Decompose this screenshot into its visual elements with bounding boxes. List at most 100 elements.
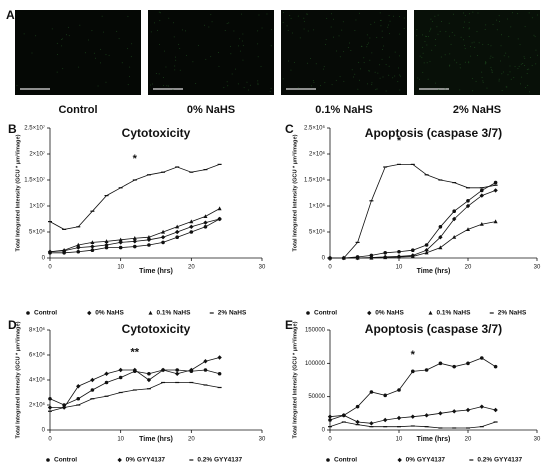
point [175, 229, 180, 235]
speckle [179, 48, 181, 50]
speckle [430, 27, 432, 29]
speckle [528, 12, 530, 14]
speckle [129, 66, 131, 68]
speckle [394, 75, 396, 77]
speckle [498, 21, 500, 23]
point [438, 411, 443, 416]
speckle [289, 15, 291, 17]
point [383, 426, 388, 428]
speckle [313, 29, 315, 31]
speckle [88, 39, 90, 41]
point [479, 187, 484, 189]
legend-marker [326, 458, 330, 462]
speckle [105, 81, 107, 83]
x-tick-label: 10 [396, 265, 403, 271]
point [217, 206, 222, 211]
speckle [341, 29, 343, 31]
point [217, 371, 222, 376]
chart-title: Apoptosis (caspase 3/7) [365, 126, 502, 140]
speckle [375, 89, 377, 91]
speckle [484, 28, 486, 30]
point [62, 406, 67, 409]
speckle [398, 67, 400, 69]
speckle [426, 62, 428, 64]
speckle [65, 34, 67, 36]
speckle [450, 43, 452, 45]
y-tick-label: 1.5×10⁷ [24, 177, 45, 184]
point [48, 396, 52, 401]
speckle [525, 87, 527, 89]
series-line [330, 190, 496, 259]
point [493, 421, 498, 423]
point [438, 225, 443, 229]
speckle [519, 83, 521, 85]
series-line [49, 382, 220, 412]
speckle [424, 41, 426, 43]
speckle [399, 89, 401, 91]
speckle [389, 33, 391, 35]
speckle [154, 22, 156, 24]
legend-marker [26, 311, 30, 315]
speckle [282, 22, 284, 24]
speckle [533, 34, 535, 36]
speckle [218, 65, 220, 67]
point [493, 407, 498, 413]
point [369, 421, 374, 426]
point [175, 368, 179, 372]
condition-label: 0.1% NaHS [315, 104, 372, 116]
panel-letter: C [285, 122, 294, 136]
speckle [223, 87, 225, 89]
speckle [158, 44, 160, 46]
point [118, 375, 123, 380]
speckle [367, 83, 369, 85]
speckle [257, 56, 259, 58]
y-tick-label: 5×10⁵ [309, 229, 326, 236]
point [424, 243, 429, 247]
speckle [508, 56, 510, 58]
speckle [374, 71, 376, 73]
point [76, 384, 81, 389]
speckle [460, 36, 462, 38]
speckle [174, 56, 176, 58]
point [147, 371, 151, 376]
point [424, 174, 429, 176]
legend-label: Control [34, 310, 57, 317]
speckle [523, 56, 525, 58]
speckle [452, 13, 454, 15]
speckle [100, 62, 102, 64]
speckle [388, 74, 390, 76]
speckle [492, 24, 494, 26]
speckle [118, 38, 120, 40]
legend-marker [367, 310, 372, 316]
speckle [449, 53, 451, 55]
speckle [403, 27, 405, 29]
speckle [61, 38, 63, 40]
speckle [79, 24, 81, 26]
speckle [293, 61, 295, 63]
point [369, 390, 374, 394]
point [48, 249, 52, 254]
speckle [449, 65, 451, 67]
legend-label: 0% NaHS [375, 310, 404, 317]
speckle [377, 72, 379, 74]
speckle [379, 64, 381, 66]
legend-label: 0% NaHS [95, 310, 124, 317]
point [189, 224, 194, 229]
speckle [454, 34, 456, 36]
speckle [101, 15, 103, 17]
speckle [57, 54, 59, 56]
speckle [517, 38, 519, 40]
speckle [359, 79, 361, 81]
y-tick-label: 1.5×10⁶ [304, 177, 326, 184]
x-axis-title: Time (hrs) [417, 436, 451, 443]
speckle [520, 63, 522, 65]
y-tick-label: 150000 [305, 328, 326, 334]
speckle [31, 52, 33, 54]
point [438, 427, 443, 429]
point [466, 361, 470, 366]
speckle [257, 30, 259, 32]
speckle [228, 22, 230, 24]
point [104, 195, 109, 197]
speckle [165, 66, 167, 68]
y-tick-label: 100000 [305, 361, 326, 367]
